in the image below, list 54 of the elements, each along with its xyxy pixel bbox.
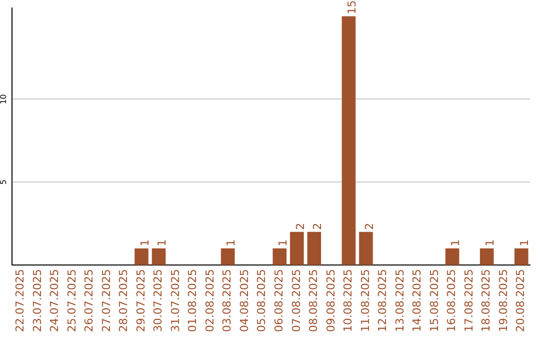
- x-tick-label: 25.07.2025: [65, 269, 78, 332]
- x-tick-label: 02.08.2025: [203, 269, 216, 332]
- data-label: 1: [156, 239, 169, 246]
- x-tick-label: 27.07.2025: [100, 269, 113, 332]
- x-tick-label: 16.08.2025: [445, 269, 458, 332]
- data-label: 2: [294, 222, 307, 230]
- x-tick-label: 12.08.2025: [376, 269, 390, 332]
- x-tick-label: 04.08.2025: [238, 269, 251, 332]
- x-tick-label: 08.08.2025: [307, 269, 320, 332]
- x-tick-label: 31.07.2025: [168, 269, 182, 332]
- x-tick-label: 29.07.2025: [134, 269, 148, 332]
- bar: [342, 16, 356, 266]
- x-tick-label: 17.08.2025: [462, 269, 476, 332]
- x-tick-label: 06.08.2025: [272, 269, 286, 332]
- data-label: 15: [346, 0, 359, 14]
- x-tick-label: 18.08.2025: [480, 269, 493, 332]
- x-tick-label: 03.08.2025: [220, 269, 234, 332]
- x-tick-label: 28.07.2025: [117, 269, 130, 332]
- bar: [445, 248, 460, 266]
- x-tick-label: 20.08.2025: [514, 269, 528, 332]
- x-tick-label: 19.08.2025: [496, 269, 510, 332]
- bar: [272, 248, 287, 266]
- data-label: 1: [449, 239, 462, 246]
- x-tick-label: 05.08.2025: [255, 269, 268, 332]
- data-label: 1: [138, 239, 152, 246]
- x-tick-label: 09.08.2025: [324, 269, 338, 332]
- y-tick-label: 10: [0, 94, 8, 104]
- data-label: 1: [484, 239, 497, 246]
- bar: [359, 232, 373, 266]
- x-tick-label: 30.07.2025: [152, 269, 165, 332]
- x-tick-label: 14.08.2025: [410, 269, 424, 332]
- x-tick-label: 07.08.2025: [290, 269, 303, 332]
- x-tick-label: 26.07.2025: [82, 269, 96, 332]
- bar: [220, 248, 235, 266]
- bar: [307, 232, 322, 266]
- data-label: 1: [276, 239, 290, 246]
- x-tick-label: 10.08.2025: [342, 269, 355, 332]
- y-tick-label: 5: [0, 180, 8, 185]
- bar: [480, 248, 494, 266]
- bar: [134, 248, 148, 266]
- bar: [514, 248, 528, 266]
- data-label: 1: [518, 239, 532, 246]
- x-tick-label: 24.07.2025: [48, 269, 62, 332]
- bar: [290, 232, 304, 266]
- bar: [152, 248, 166, 266]
- data-label: 1: [224, 239, 238, 246]
- x-tick-label: 01.08.2025: [186, 269, 200, 332]
- x-tick-label: 22.07.2025: [13, 269, 26, 332]
- x-tick-label: 11.08.2025: [358, 269, 372, 332]
- x-tick-label: 13.08.2025: [393, 269, 406, 332]
- data-label: 2: [362, 222, 376, 230]
- data-label: 2: [311, 222, 324, 230]
- x-tick-label: 15.08.2025: [428, 269, 441, 332]
- x-tick-label: 23.07.2025: [30, 269, 44, 332]
